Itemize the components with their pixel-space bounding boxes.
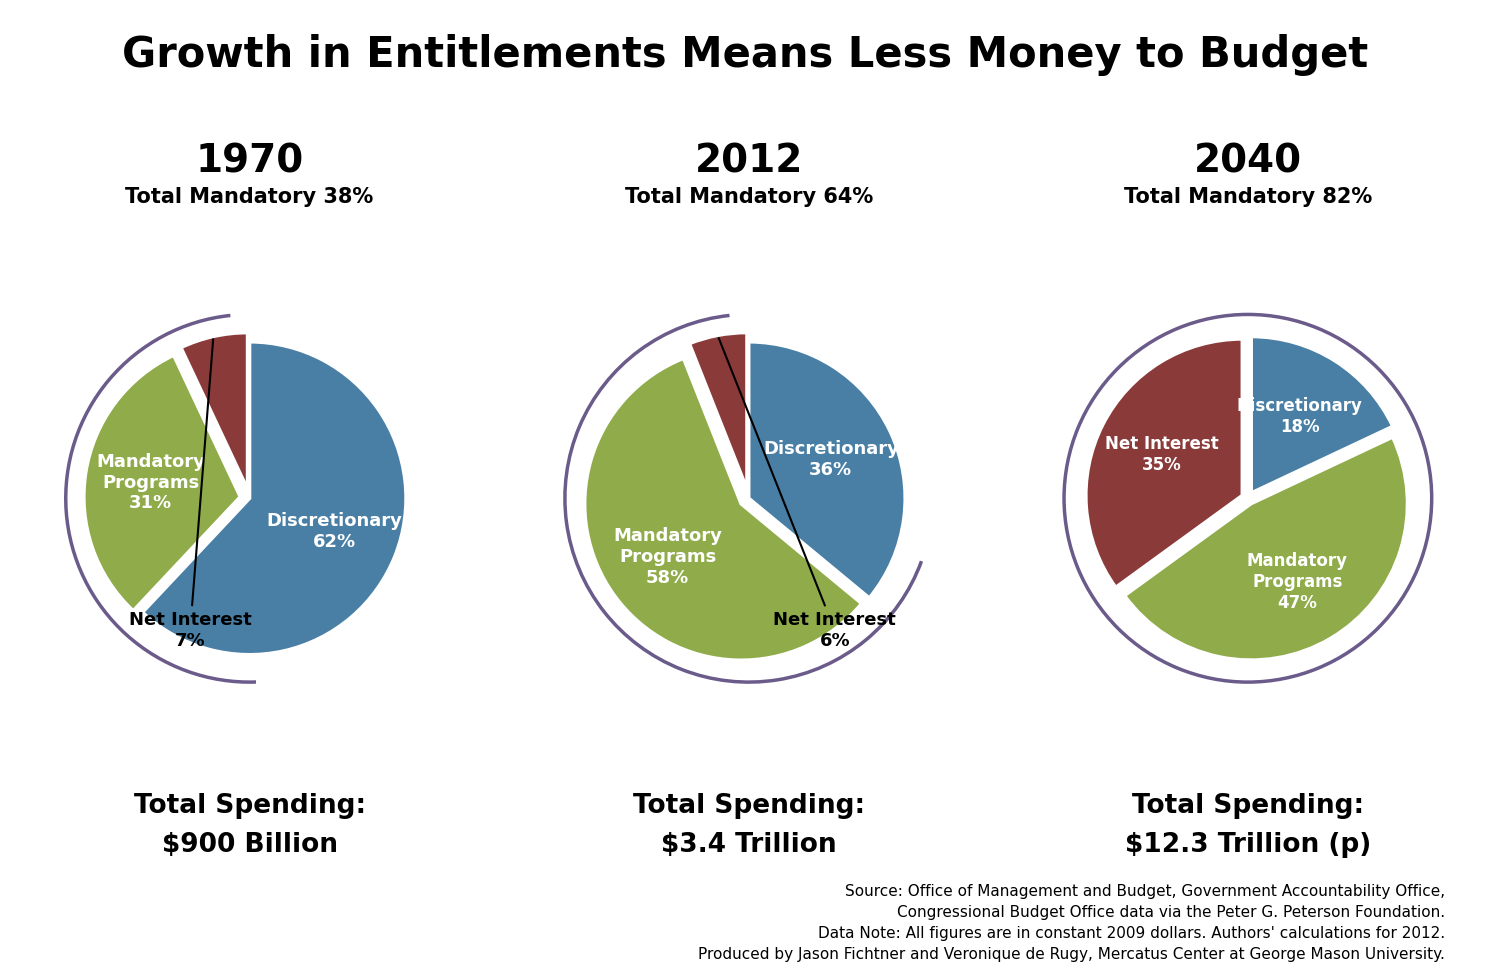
Wedge shape [584,359,861,660]
Text: Discretionary
36%: Discretionary 36% [763,441,898,479]
Text: Total Mandatory 64%: Total Mandatory 64% [624,188,873,207]
Wedge shape [690,332,746,489]
Text: Total Spending:: Total Spending: [134,793,365,819]
Wedge shape [1252,336,1393,493]
Wedge shape [1125,437,1408,660]
Wedge shape [143,342,405,655]
Text: Discretionary
62%: Discretionary 62% [267,512,402,551]
Text: Source: Office of Management and Budget, Government Accountability Office,
Congr: Source: Office of Management and Budget,… [699,884,1445,962]
Text: Mandatory
Programs
31%: Mandatory Programs 31% [97,452,206,512]
Text: Net Interest
35%: Net Interest 35% [1104,435,1219,474]
Text: Net Interest
7%: Net Interest 7% [128,339,252,650]
Text: $900 Billion: $900 Billion [161,832,338,858]
Text: Discretionary
18%: Discretionary 18% [1237,397,1363,436]
Text: Mandatory
Programs
58%: Mandatory Programs 58% [614,528,723,587]
Wedge shape [1086,339,1243,587]
Text: Total Mandatory 82%: Total Mandatory 82% [1123,188,1372,207]
Wedge shape [748,342,904,598]
Wedge shape [180,332,247,489]
Text: $12.3 Trillion (p): $12.3 Trillion (p) [1125,832,1371,858]
Text: Total Spending:: Total Spending: [1132,793,1363,819]
Text: 2012: 2012 [694,143,803,180]
Text: Total Spending:: Total Spending: [633,793,864,819]
Wedge shape [83,356,240,611]
Text: Growth in Entitlements Means Less Money to Budget: Growth in Entitlements Means Less Money … [122,34,1368,76]
Text: Total Mandatory 38%: Total Mandatory 38% [125,188,374,207]
Text: $3.4 Trillion: $3.4 Trillion [662,832,836,858]
Text: Net Interest
6%: Net Interest 6% [718,338,895,650]
Text: 1970: 1970 [195,143,304,180]
Text: 2040: 2040 [1193,143,1302,180]
Text: Mandatory
Programs
47%: Mandatory Programs 47% [1247,552,1348,612]
